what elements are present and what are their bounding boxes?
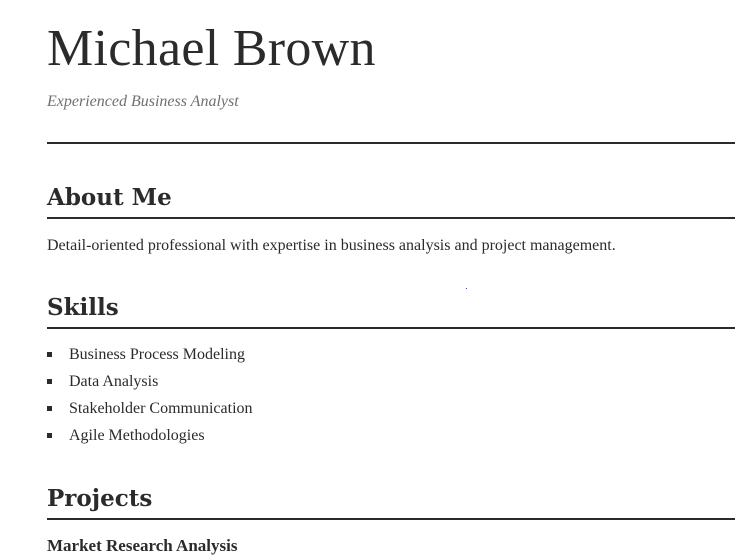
about-section-title: About Me bbox=[47, 184, 172, 211]
square-bullet-icon bbox=[47, 379, 52, 384]
header-divider bbox=[47, 142, 735, 144]
skills-section-divider bbox=[47, 327, 735, 329]
projects-section-divider bbox=[47, 518, 735, 520]
about-section-divider bbox=[47, 217, 735, 219]
stray-dot bbox=[466, 288, 467, 289]
square-bullet-icon bbox=[47, 433, 52, 438]
about-text: Detail-oriented professional with expert… bbox=[47, 237, 616, 254]
job-tagline: Experienced Business Analyst bbox=[47, 93, 239, 110]
square-bullet-icon bbox=[47, 406, 52, 411]
skill-item: Data Analysis bbox=[47, 372, 253, 399]
person-name: Michael Brown bbox=[47, 20, 376, 77]
square-bullet-icon bbox=[47, 352, 52, 357]
skill-label: Agile Methodologies bbox=[69, 427, 205, 444]
skill-label: Business Process Modeling bbox=[69, 346, 245, 363]
project-title: Market Research Analysis bbox=[47, 536, 238, 555]
skill-item: Agile Methodologies bbox=[47, 426, 253, 453]
skill-item: Stakeholder Communication bbox=[47, 399, 253, 426]
skill-label: Stakeholder Communication bbox=[69, 400, 253, 417]
skills-section-title: Skills bbox=[47, 294, 119, 321]
skill-label: Data Analysis bbox=[69, 373, 159, 390]
projects-section-title: Projects bbox=[47, 485, 153, 512]
skills-list: Business Process Modeling Data Analysis … bbox=[47, 345, 253, 453]
skill-item: Business Process Modeling bbox=[47, 345, 253, 372]
